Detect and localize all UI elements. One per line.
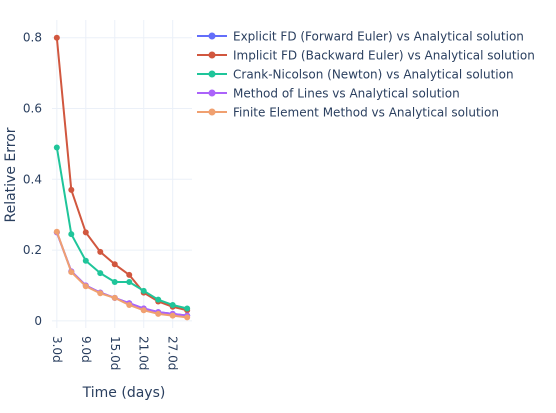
data-point <box>68 269 75 276</box>
legend-item-4[interactable]: Method of Lines vs Analytical solution <box>197 87 460 101</box>
legend-marker-swatch <box>208 108 216 116</box>
data-point <box>169 312 176 319</box>
legend-label: Implicit FD (Backward Euler) vs Analytic… <box>233 49 535 63</box>
legend-item-2[interactable]: Implicit FD (Backward Euler) vs Analytic… <box>197 49 535 63</box>
data-point <box>68 231 75 238</box>
axis-layer: 0 0.2 0.4 0.6 0.8 3.0d 9.0d 15.0d 21.0d 27.0d <box>23 31 180 371</box>
legend-label: Crank-Nicolson (Newton) vs Analytical so… <box>233 68 514 82</box>
legend-item-5[interactable]: Finite Element Method vs Analytical solu… <box>197 106 499 120</box>
data-point <box>97 270 104 277</box>
data-point <box>82 229 89 236</box>
data-point <box>111 261 118 268</box>
legend-marker-swatch <box>208 70 216 78</box>
y-axis-title: Relative Error <box>3 127 19 222</box>
data-point <box>184 305 191 312</box>
x-tick-label: 15.0d <box>108 336 122 370</box>
data-point <box>53 144 60 151</box>
legend-label: Finite Element Method vs Analytical solu… <box>233 106 499 120</box>
y-tick-label: 0.2 <box>23 243 42 257</box>
data-point <box>140 287 147 294</box>
data-point <box>53 34 60 41</box>
data-point <box>126 271 133 278</box>
legend-label: Method of Lines vs Analytical solution <box>233 87 460 101</box>
grid-layer <box>52 20 192 328</box>
data-point <box>155 296 162 303</box>
x-tick-label: 9.0d <box>79 336 93 363</box>
y-tick-label: 0.8 <box>23 31 42 45</box>
data-point <box>111 278 118 285</box>
data-point <box>82 257 89 264</box>
data-point <box>53 228 60 235</box>
series-line-3 <box>55 147 188 310</box>
data-point <box>82 283 89 290</box>
data-point <box>126 278 133 285</box>
legend-marker-swatch <box>208 32 216 40</box>
legend-item-3[interactable]: Crank-Nicolson (Newton) vs Analytical so… <box>197 68 514 82</box>
series-layer <box>53 34 191 321</box>
data-point <box>169 301 176 308</box>
legend-label: Explicit FD (Forward Euler) vs Analytica… <box>233 30 524 44</box>
legend-item-1[interactable]: Explicit FD (Forward Euler) vs Analytica… <box>197 30 524 44</box>
x-tick-label: 27.0d <box>166 336 180 370</box>
y-tick-label: 0.4 <box>23 172 42 186</box>
x-tick-label: 3.0d <box>50 336 64 363</box>
y-tick-label: 0.6 <box>23 102 42 116</box>
x-tick-label: 21.0d <box>137 336 151 370</box>
series-line-2 <box>55 37 188 312</box>
data-point <box>68 186 75 193</box>
legend-marker-swatch <box>208 89 216 97</box>
data-point <box>97 248 104 255</box>
data-point <box>140 307 147 314</box>
series-line-5 <box>55 231 188 319</box>
x-axis-title: Time (days) <box>82 385 166 401</box>
legend-marker-swatch <box>208 51 216 59</box>
data-point <box>184 314 191 321</box>
legend[interactable]: Explicit FD (Forward Euler) vs Analytica… <box>197 30 535 120</box>
data-point <box>126 301 133 308</box>
data-point <box>97 290 104 297</box>
data-point <box>111 294 118 301</box>
data-point <box>155 310 162 317</box>
y-tick-label: 0 <box>34 314 42 328</box>
